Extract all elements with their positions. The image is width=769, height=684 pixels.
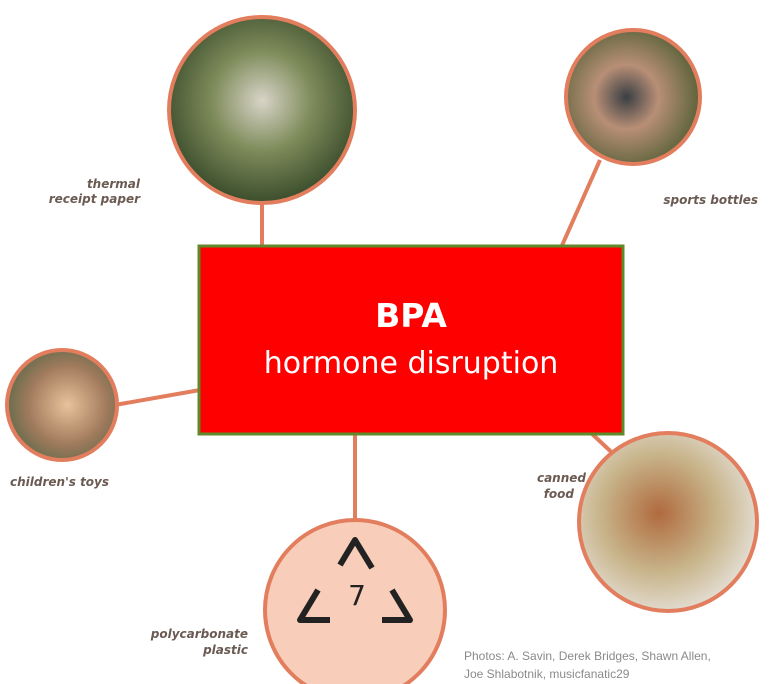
node-label: food <box>544 487 575 501</box>
node-label: polycarbonate <box>150 627 248 641</box>
photo-toddler <box>7 350 117 460</box>
node-label: canned <box>537 471 586 485</box>
connector <box>115 390 200 405</box>
node-label: plastic <box>202 643 248 657</box>
credit: Joe Shlabotnik, musicfanatic29 <box>464 667 630 681</box>
center-subtitle: hormone disruption <box>264 346 559 381</box>
credit: Photos: A. Savin, Derek Bridges, Shawn A… <box>464 649 711 663</box>
photo-bottle <box>566 30 700 164</box>
node-label: children's toys <box>10 475 109 489</box>
node-label: sports bottles <box>663 193 758 207</box>
connector <box>560 160 600 250</box>
photo-can <box>579 433 757 611</box>
diagram: 7 BPA hormone disruption thermal receipt… <box>0 0 769 684</box>
node-label: receipt paper <box>49 192 141 206</box>
photo-receipt <box>169 17 355 203</box>
node-label: thermal <box>87 177 141 191</box>
recycle-number: 7 <box>348 579 366 612</box>
center-box <box>199 246 623 434</box>
center-title: BPA <box>375 296 447 335</box>
